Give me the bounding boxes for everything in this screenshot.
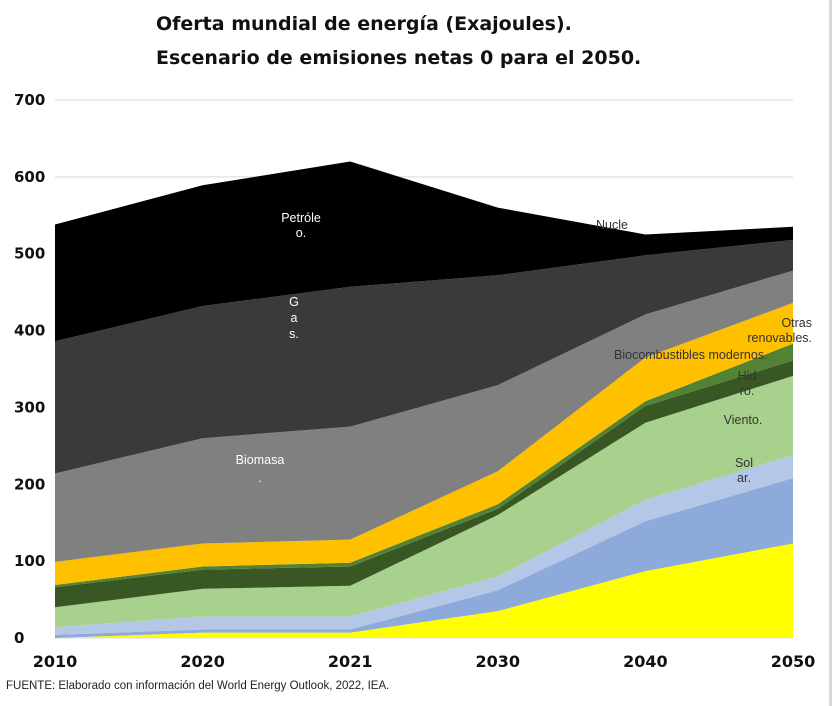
series-label: Viento. <box>724 413 763 427</box>
series-label-line: ar. <box>737 471 751 485</box>
series-label: Hid ro. <box>738 369 757 398</box>
area-gas <box>55 239 793 474</box>
series-label: Petróle o. <box>281 211 321 240</box>
y-tick-label: 300 <box>14 398 45 416</box>
area-series <box>55 161 793 638</box>
x-tick-label: 2040 <box>623 652 668 671</box>
series-label-line: Biocombustibles modernos. <box>614 348 768 362</box>
series-label-line: Petróle <box>281 211 321 225</box>
area-hidro <box>55 360 793 608</box>
series-label: Nucle <box>596 218 628 232</box>
series-labels: Petróle o. G a s. Biomasa . Nucle Otras renovable… <box>236 211 812 485</box>
series-label-line: s. <box>289 327 299 341</box>
series-label-line: a <box>291 311 298 325</box>
series-label: Otras renovables. <box>747 316 812 345</box>
y-tick-label: 700 <box>14 91 45 109</box>
series-label-line: . <box>258 471 261 485</box>
area-solar <box>55 455 793 635</box>
area-petr-leo <box>55 161 793 342</box>
series-label-line: Nucle <box>596 218 628 232</box>
series-label-line: G <box>289 295 299 309</box>
series-label: Biomasa. <box>236 453 285 485</box>
x-tick-label: 2050 <box>771 652 816 671</box>
area-nuclear <box>55 543 793 638</box>
series-label: Sol ar. <box>735 456 753 485</box>
series-label-line: Biomasa <box>236 453 285 467</box>
x-tick-label: 2021 <box>328 652 373 671</box>
y-tick-label: 400 <box>14 322 45 340</box>
y-tick-label: 600 <box>14 168 45 186</box>
series-label-line: Viento. <box>724 413 763 427</box>
y-axis-ticks: 0 100 200 300 400 500 600 700 <box>14 91 45 647</box>
x-tick-label: 2030 <box>476 652 521 671</box>
x-axis-ticks: 2010 2020 2021 2030 2040 2050 <box>33 652 816 671</box>
series-label-line: Otras <box>781 316 812 330</box>
series-label: Biocombustibles modernos. <box>614 348 768 362</box>
series-label-line: o. <box>296 226 306 240</box>
x-tick-label: 2010 <box>33 652 78 671</box>
y-tick-label: 0 <box>14 629 24 647</box>
area-biomasa <box>55 270 793 562</box>
window-edge <box>829 0 832 706</box>
series-label-line: renovables. <box>747 331 812 345</box>
x-tick-label: 2020 <box>180 652 225 671</box>
series-label-line: Sol <box>735 456 753 470</box>
area-viento <box>55 375 793 628</box>
chart-title-line-1: Oferta mundial de energía (Exajoules). <box>156 13 572 35</box>
area-biocombustibles-modernos <box>55 302 793 585</box>
chart-title-line-2: Escenario de emisiones netas 0 para el 2… <box>156 47 641 69</box>
series-label-line: ro. <box>740 384 755 398</box>
series-label-line: Hid <box>738 369 757 383</box>
y-tick-label: 500 <box>14 245 45 263</box>
area-azul <box>55 478 793 638</box>
y-tick-label: 100 <box>14 552 45 570</box>
y-tick-label: 200 <box>14 475 45 493</box>
source-note: FUENTE: Elaborado con información del Wo… <box>6 680 390 692</box>
